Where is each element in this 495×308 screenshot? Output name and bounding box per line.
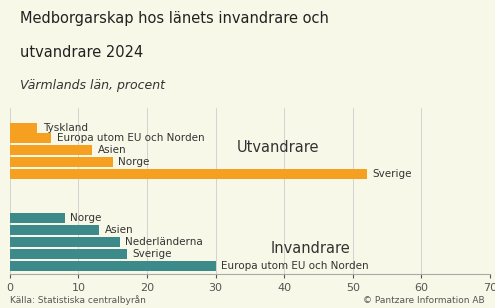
Text: Utvandrare: Utvandrare <box>236 140 319 155</box>
Text: Källa: Statistiska centralbyrån: Källa: Statistiska centralbyrån <box>10 295 146 305</box>
Bar <box>10 261 216 271</box>
Text: Norge: Norge <box>70 213 101 223</box>
Text: Sverige: Sverige <box>372 169 411 179</box>
Bar <box>10 157 113 167</box>
Bar <box>10 237 120 247</box>
Bar <box>10 213 65 223</box>
Text: Asien: Asien <box>98 145 126 155</box>
Text: Invandrare: Invandrare <box>271 241 350 256</box>
Bar <box>10 133 51 143</box>
Text: Sverige: Sverige <box>132 249 171 259</box>
Text: Medborgarskap hos länets invandrare och: Medborgarskap hos länets invandrare och <box>19 11 328 26</box>
Text: Norge: Norge <box>118 157 149 167</box>
Text: © Pantzare Information AB: © Pantzare Information AB <box>363 296 485 305</box>
Bar <box>10 169 367 179</box>
Text: Europa utom EU och Norden: Europa utom EU och Norden <box>221 261 369 271</box>
Text: Nederländerna: Nederländerna <box>125 237 203 247</box>
Text: Tyskland: Tyskland <box>43 123 88 133</box>
Text: Europa utom EU och Norden: Europa utom EU och Norden <box>56 133 204 143</box>
Bar <box>10 225 99 235</box>
Bar <box>10 145 92 155</box>
Bar <box>10 123 37 133</box>
Text: Asien: Asien <box>104 225 133 235</box>
Bar <box>10 249 127 259</box>
Text: utvandrare 2024: utvandrare 2024 <box>19 45 143 60</box>
Text: Värmlands län, procent: Värmlands län, procent <box>19 79 164 92</box>
